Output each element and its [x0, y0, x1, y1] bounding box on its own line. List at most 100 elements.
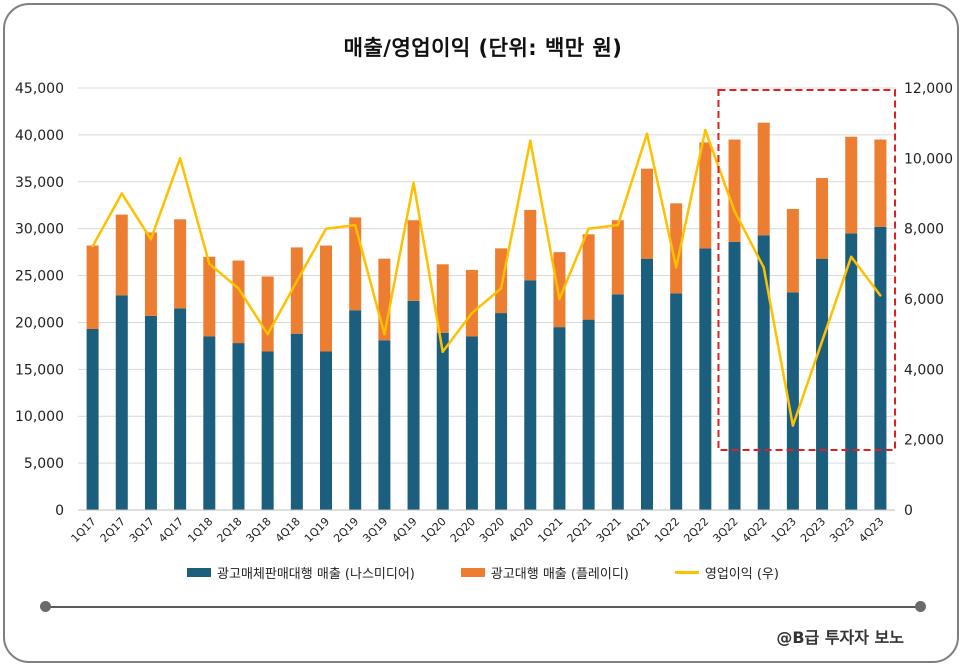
- bar-media-sales: [874, 226, 887, 510]
- range-slider-right-handle[interactable]: [915, 601, 926, 612]
- y-left-tick-label: 0: [55, 503, 64, 519]
- x-tick-label: 1Q21: [535, 515, 565, 545]
- legend-item-agency-sales[interactable]: 광고대행 매출 (플레이디): [460, 563, 629, 582]
- x-tick-label: 1Q20: [419, 515, 449, 545]
- chart-title: 매출/영업이익 (단위: 백만 원): [343, 36, 623, 60]
- bar-agency-sales: [86, 245, 99, 330]
- bar-agency-sales: [495, 248, 508, 314]
- line-operating-profit: [91, 128, 882, 427]
- point-operating-profit: [762, 266, 765, 269]
- bar-agency-sales: [320, 245, 333, 352]
- bar-media-sales: [349, 310, 362, 510]
- x-tick-label: 1Q22: [652, 515, 682, 545]
- point-operating-profit: [441, 350, 444, 353]
- bar-agency-sales: [407, 220, 420, 301]
- bar-media-sales: [290, 333, 303, 510]
- bar-media-sales: [261, 351, 274, 510]
- y-left-tick-label: 25,000: [15, 269, 64, 285]
- bar-media-sales: [816, 258, 829, 510]
- bar-media-sales: [670, 293, 683, 510]
- legend-label-media-sales: 광고매체판매대행 매출 (나스미디어): [217, 567, 415, 582]
- x-tick-label: 3Q18: [244, 515, 274, 545]
- x-tick-label: 3Q23: [827, 515, 857, 545]
- x-tick-label: 4Q23: [856, 515, 886, 545]
- range-slider-left-handle[interactable]: [40, 601, 51, 612]
- legend-swatch-operating-profit: [674, 571, 699, 574]
- bar-media-sales: [174, 308, 187, 510]
- bar-media-sales: [378, 340, 391, 510]
- y-left-tick-label: 10,000: [15, 409, 64, 425]
- bar-agency-sales: [203, 256, 216, 337]
- bar-media-sales: [699, 248, 712, 511]
- bar-agency-sales: [290, 247, 303, 334]
- chart-frame: [3, 3, 959, 663]
- bar-agency-sales: [728, 139, 741, 242]
- y-left-tick-label: 45,000: [15, 81, 64, 97]
- legend-item-operating-profit[interactable]: 영업이익 (우): [674, 563, 779, 582]
- y-left-tick-label: 35,000: [15, 175, 64, 191]
- x-tick-label: 3Q22: [710, 515, 740, 545]
- range-slider-track[interactable]: [45, 606, 921, 608]
- point-operating-profit: [470, 311, 474, 315]
- bar-media-sales: [728, 241, 741, 510]
- point-operating-profit: [879, 294, 882, 297]
- point-operating-profit: [704, 129, 707, 132]
- x-tick-label: 4Q21: [623, 515, 653, 545]
- bar-agency-sales: [261, 276, 274, 352]
- bar-agency-sales: [144, 232, 157, 316]
- y-left-tick-label: 20,000: [15, 315, 64, 331]
- bar-media-sales: [786, 292, 799, 510]
- y-right-tick-label: 8,000: [904, 222, 944, 238]
- legend-swatch-media-sales: [187, 568, 212, 577]
- point-operating-profit: [91, 245, 94, 248]
- x-tick-label: 3Q21: [594, 515, 624, 545]
- point-operating-profit: [558, 297, 561, 301]
- point-operating-profit: [383, 332, 386, 336]
- bar-media-sales: [320, 351, 333, 510]
- bar-media-sales: [611, 294, 624, 510]
- bar-media-sales: [232, 343, 245, 510]
- y-left-tick-label: 15,000: [15, 362, 64, 378]
- y-right-tick-label: 4,000: [904, 362, 944, 378]
- bar-media-sales: [845, 233, 858, 510]
- x-tick-label: 2Q18: [214, 515, 244, 545]
- point-operating-profit: [208, 262, 211, 266]
- point-operating-profit: [791, 424, 795, 427]
- bar-media-sales: [144, 315, 157, 510]
- y-right-tick-label: 10,000: [904, 151, 953, 167]
- legend-item-media-sales[interactable]: 광고매체판매대행 매출 (나스미디어): [187, 563, 415, 582]
- bar-agency-sales: [115, 214, 128, 296]
- point-operating-profit: [266, 332, 269, 336]
- bar-agency-sales: [524, 209, 537, 281]
- watermark: @B급 투자자 보노: [776, 628, 904, 647]
- bar-media-sales: [640, 258, 653, 510]
- bar-agency-sales: [349, 217, 362, 311]
- x-tick-label: 2Q22: [681, 515, 711, 545]
- y-right-tick-label: 6,000: [904, 292, 944, 308]
- x-tick-label: 2Q19: [331, 515, 361, 545]
- bar-agency-sales: [553, 252, 566, 328]
- bar-agency-sales: [845, 136, 858, 234]
- chart-legend: 광고매체판매대행 매출 (나스미디어) 광고대행 매출 (플레이디) 영업이익 …: [0, 563, 966, 582]
- bar-agency-sales: [670, 203, 683, 294]
- point-operating-profit: [820, 340, 824, 343]
- legend-label-operating-profit: 영업이익 (우): [704, 567, 779, 582]
- bar-agency-sales: [611, 220, 624, 295]
- y-right-tick-label: 2,000: [904, 433, 944, 449]
- x-tick-label: 4Q19: [390, 515, 420, 545]
- x-tick-label: 2Q21: [565, 515, 595, 545]
- point-operating-profit: [674, 266, 678, 269]
- point-operating-profit: [733, 209, 736, 213]
- point-operating-profit: [353, 223, 357, 227]
- point-operating-profit: [412, 181, 415, 185]
- bar-agency-sales: [874, 139, 887, 227]
- x-tick-label: 1Q19: [302, 515, 332, 545]
- x-tick-label: 1Q18: [185, 515, 215, 545]
- point-operating-profit: [587, 227, 590, 230]
- bar-media-sales: [495, 313, 508, 510]
- bar-agency-sales: [232, 260, 245, 344]
- bar-media-sales: [203, 336, 216, 510]
- point-operating-profit: [324, 227, 328, 230]
- x-tick-label: 1Q23: [769, 515, 799, 545]
